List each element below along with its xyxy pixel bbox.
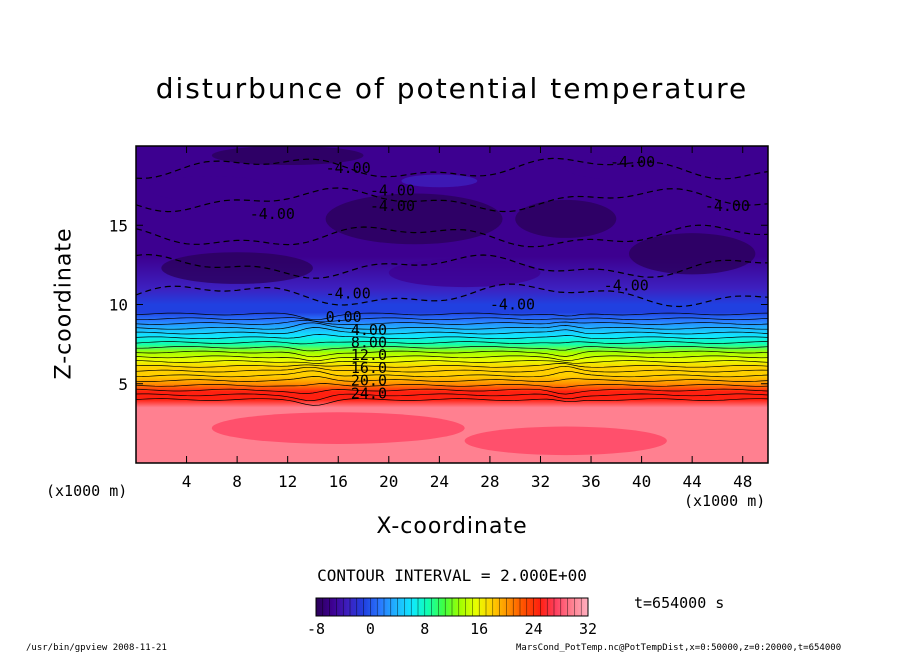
field-patches bbox=[148, 146, 756, 456]
field-patch-9 bbox=[211, 412, 465, 444]
y-tick-label-0: 5 bbox=[118, 375, 128, 394]
contour-line-12 bbox=[136, 341, 768, 345]
contour-line-8 bbox=[136, 360, 768, 364]
field-patch-7 bbox=[211, 146, 364, 166]
x-tick-label-11: 48 bbox=[733, 472, 752, 491]
contour-label-15: 24.0 bbox=[351, 384, 387, 402]
contour-line-0 bbox=[136, 398, 768, 406]
colorbar-ticks: -8 0 8 16 24 32 bbox=[307, 598, 597, 638]
contour-line-13 bbox=[136, 334, 768, 340]
contour-label-6: -4.00 bbox=[326, 284, 371, 302]
field-patch-1 bbox=[515, 199, 617, 238]
contour-line-17 bbox=[136, 317, 768, 323]
contour-line-3 bbox=[136, 383, 768, 388]
colorbar-tick-label-3: 16 bbox=[470, 620, 488, 638]
x-tick-label-5: 24 bbox=[430, 472, 449, 491]
contour-label-14: 20.0 bbox=[351, 372, 387, 390]
x-unit-label-left: (x1000 m) bbox=[46, 482, 128, 500]
contour-line-11 bbox=[136, 345, 768, 352]
negative-contour-3 bbox=[136, 187, 768, 213]
x-axis-label: X-coordinate bbox=[376, 514, 528, 539]
x-tick-label-6: 28 bbox=[480, 472, 499, 491]
contour-labels: -4.00-4.00-4.00-4.00-4.00-4.00-4.00-4.00… bbox=[250, 153, 750, 402]
x-tick-label-7: 32 bbox=[531, 472, 550, 491]
field-patch-2 bbox=[148, 176, 276, 202]
y-tick-label-1: 10 bbox=[109, 296, 128, 315]
x-tick-label-3: 16 bbox=[329, 472, 348, 491]
contour-label-3: -4.00 bbox=[250, 205, 295, 223]
contour-line-10 bbox=[136, 350, 768, 358]
negative-contour-1 bbox=[136, 253, 768, 279]
contour-line-7 bbox=[136, 363, 768, 368]
contour-label-5: -4.00 bbox=[705, 197, 750, 215]
contour-label-13: 16.0 bbox=[351, 359, 387, 377]
field-patch-4 bbox=[161, 252, 313, 284]
y-axis-label: Z-coordinate bbox=[51, 227, 77, 380]
field-patch-3 bbox=[628, 233, 756, 275]
contour-line-16 bbox=[136, 319, 768, 325]
negative-contour-0 bbox=[136, 283, 768, 308]
negative-contour-2 bbox=[136, 224, 768, 248]
contour-line-4 bbox=[136, 376, 768, 382]
contour-label-4: -4.00 bbox=[610, 153, 655, 171]
field-patch-6 bbox=[401, 174, 478, 188]
colorbar-tick-label-5: 32 bbox=[579, 620, 597, 638]
colorbar-tick-label-4: 24 bbox=[525, 620, 543, 638]
field-patch-5 bbox=[388, 258, 541, 288]
plot-area: -4.00-4.00-4.00-4.00-4.00-4.00-4.00-4.00… bbox=[136, 146, 768, 463]
colorbar-tick-label-2: 8 bbox=[420, 620, 429, 638]
negative-contour-4 bbox=[136, 157, 768, 180]
x-tick-label-8: 36 bbox=[581, 472, 600, 491]
colorbar-tick-label-0: -8 bbox=[307, 620, 325, 638]
contour-label-9: 0.00 bbox=[326, 308, 362, 326]
y-axis: 5 10 15 bbox=[109, 216, 768, 394]
contour-label-12: 12.0 bbox=[351, 346, 387, 364]
footer-right: MarsCond_PotTemp.nc@PotTempDist,x=0:5000… bbox=[516, 643, 842, 653]
contour-line-15 bbox=[136, 322, 768, 330]
x-tick-label-1: 8 bbox=[232, 472, 242, 491]
x-tick-label-9: 40 bbox=[632, 472, 651, 491]
field-patch-10 bbox=[464, 426, 667, 456]
footer-left: /usr/bin/gpview 2008-11-21 bbox=[26, 643, 167, 653]
contour-line-14 bbox=[136, 327, 768, 335]
contour-label-10: 4.00 bbox=[351, 321, 387, 339]
x-axis: 4 8 12 16 20 24 28 32 36 40 44 48 bbox=[182, 146, 752, 491]
contour-line-5 bbox=[136, 370, 768, 378]
contour-line-9 bbox=[136, 355, 768, 362]
contour-line-1 bbox=[136, 393, 768, 401]
colorbar-tick-label-1: 0 bbox=[366, 620, 375, 638]
x-tick-label-10: 44 bbox=[683, 472, 702, 491]
contour-lines bbox=[136, 157, 768, 406]
contour-label-7: -4.00 bbox=[490, 296, 535, 314]
contour-label-2: -4.00 bbox=[370, 197, 415, 215]
chart-title: disturbunce of potential temperature bbox=[155, 72, 749, 105]
x-tick-label-2: 12 bbox=[278, 472, 297, 491]
contour-line-18 bbox=[136, 312, 768, 321]
colorbar: -8 0 8 16 24 32 bbox=[307, 597, 597, 638]
y-tick-label-2: 15 bbox=[109, 216, 128, 235]
x-tick-label-4: 20 bbox=[379, 472, 398, 491]
contour-line-2 bbox=[136, 388, 768, 395]
time-label: t=654000 s bbox=[634, 594, 725, 612]
contour-interval-label: CONTOUR INTERVAL = 2.000E+00 bbox=[317, 566, 587, 585]
contour-label-0: -4.00 bbox=[326, 159, 371, 177]
field-patch-8 bbox=[565, 155, 718, 181]
contour-label-8: -4.00 bbox=[604, 276, 649, 294]
x-tick-label-0: 4 bbox=[182, 472, 192, 491]
contour-label-1: -4.00 bbox=[370, 181, 415, 199]
contour-label-11: 8.00 bbox=[351, 334, 387, 352]
x-unit-label-right: (x1000 m) bbox=[684, 492, 766, 510]
field-patch-0 bbox=[325, 193, 503, 245]
contour-line-6 bbox=[136, 365, 768, 373]
